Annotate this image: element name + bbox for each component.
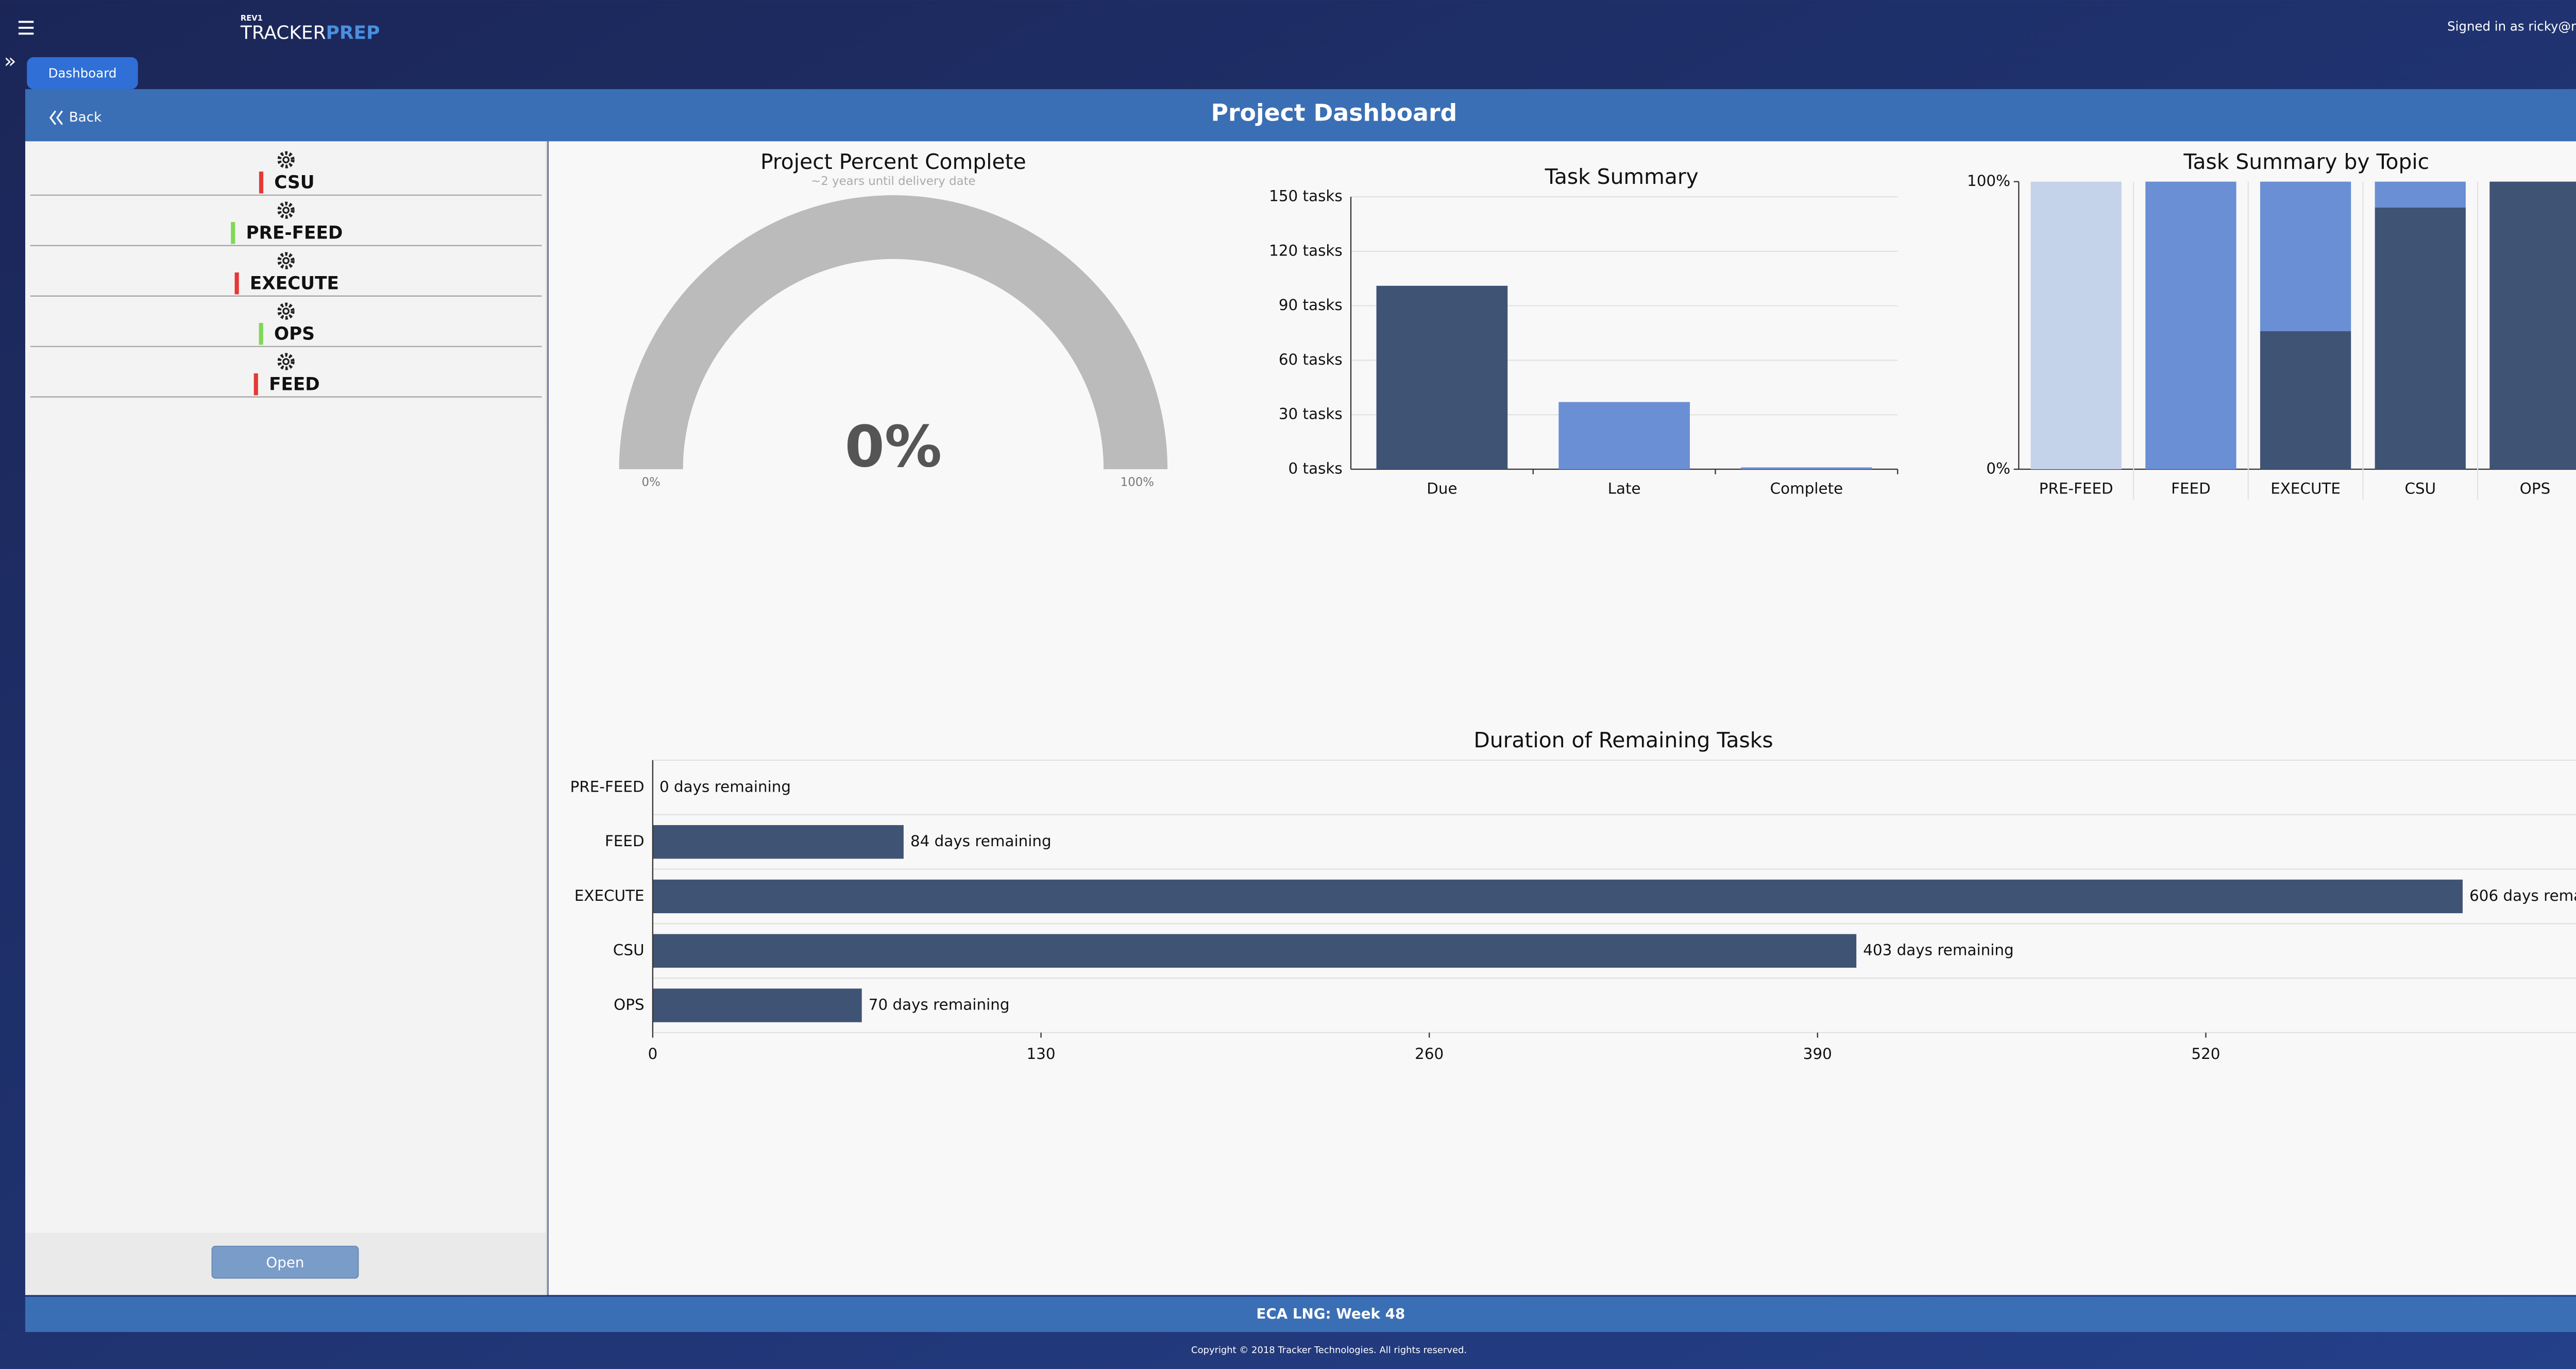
x-tick-label: 260 [1415,1045,1444,1063]
status-indicator [259,172,264,194]
gear-hub [282,156,290,164]
gear-hub [282,207,290,214]
x-tick-label: 390 [1803,1045,1832,1063]
topic-label: EXECUTE [250,273,339,294]
status-indicator [259,322,263,345]
x-tick-label: Complete [1770,480,1843,498]
category-label: FEED [605,832,645,850]
category-label: EXECUTE [574,887,645,904]
status-indicator [231,222,235,244]
x-tick-label: OPS [2520,480,2550,498]
x-tick-label: PRE-FEED [2039,480,2113,498]
page-title: Project Dashboard [1211,99,1458,127]
brand-prep: PREP [326,22,380,43]
category-label: OPS [614,996,644,1014]
stacked-bar [2489,181,2576,470]
copyright: Copyright © 2018 Tracker Technologies. A… [1191,1345,1467,1356]
status-indicator [253,373,258,396]
gear-hub [282,358,290,365]
gear-icon [277,151,295,168]
gauge-subtitle: ~2 years until delivery date [811,175,975,188]
tab-label: Dashboard [48,66,117,81]
value-label: 606 days remaining [2469,887,2576,904]
chart-title: Duration of Remaining Tasks [1473,728,1773,752]
main-panel [548,141,2576,1295]
value-label: 84 days remaining [910,832,1052,850]
brand-small: REV1 [241,14,263,23]
gear-hub [282,307,290,315]
y-tick-label: 30 tasks [1279,405,1343,423]
bar [652,879,2463,914]
y-tick-label: 0 tasks [1289,460,1343,477]
gear-icon [277,201,295,219]
bar [1741,467,1872,470]
gauge-track [619,195,1168,470]
status-indicator [234,272,239,295]
value-label: 403 days remaining [1863,942,2013,959]
tab[interactable] [27,57,138,90]
x-tick-label: Late [1608,480,1641,498]
topic-label: CSU [274,172,314,193]
stacked-bar [2375,181,2466,208]
x-tick-label: EXECUTE [2270,480,2341,498]
sidebar-toggle: » [4,49,16,73]
stacked-bar [2145,181,2236,470]
gear-hub [282,257,290,264]
x-tick-label: Due [1427,480,1457,498]
gear-icon [277,252,295,269]
gear-icon [277,353,295,370]
sidebar [25,141,547,1295]
x-tick-label: 130 [1027,1045,1056,1063]
open-label: Open [266,1254,304,1271]
brand-tracker: TRACKER [240,22,326,43]
project-label: ECA LNG: Week 48 [1256,1305,1405,1322]
open-button[interactable] [211,1245,359,1279]
back-icon[interactable] [49,110,63,125]
brand: REV1 TRACKERPREP [240,14,380,43]
value-label: 70 days remaining [869,996,1010,1014]
x-tick-label: FEED [2171,480,2211,498]
y-tick-label: 100% [1967,172,2010,190]
back-label: Back [69,110,102,125]
y-tick-label: 90 tasks [1279,296,1343,314]
signed-in: Signed in as ricky@rev1.co [2447,19,2576,33]
gear-icon [277,302,295,320]
y-tick-label: 120 tasks [1269,242,1343,259]
x-tick-label: 520 [2191,1045,2220,1063]
stacked-bar [2260,181,2351,332]
chart-title: Task Summary [1545,164,1699,189]
gauge-value: 0% [845,414,942,480]
stacked-bar [2030,181,2122,470]
bar [652,825,904,859]
y-tick-label: 60 tasks [1279,351,1343,368]
topic-label: PRE-FEED [246,223,343,243]
stacked-bar [2260,331,2351,470]
x-tick-label: 0 [648,1045,658,1063]
value-label: 0 days remaining [659,778,791,795]
gauge-title: Project Percent Complete [760,149,1026,174]
menu-icon[interactable] [18,21,34,35]
bar [1558,402,1690,470]
bar [652,988,862,1022]
bar [1376,285,1508,470]
status-bar [25,1296,2576,1332]
stacked-bar [2375,207,2466,470]
category-label: PRE-FEED [570,778,645,795]
gauge-min: 0% [642,476,660,489]
topic-label: OPS [274,323,315,344]
toolbar [25,89,2576,142]
bar [652,934,1857,968]
category-label: CSU [613,942,645,959]
y-tick-label: 0% [1986,460,2010,477]
x-tick-label: CSU [2404,480,2436,498]
chart-title: Task Summary by Topic [2183,149,2429,174]
y-tick-label: 150 tasks [1269,187,1343,205]
gauge-max: 100% [1121,476,1154,489]
topic-label: FEED [269,374,320,395]
